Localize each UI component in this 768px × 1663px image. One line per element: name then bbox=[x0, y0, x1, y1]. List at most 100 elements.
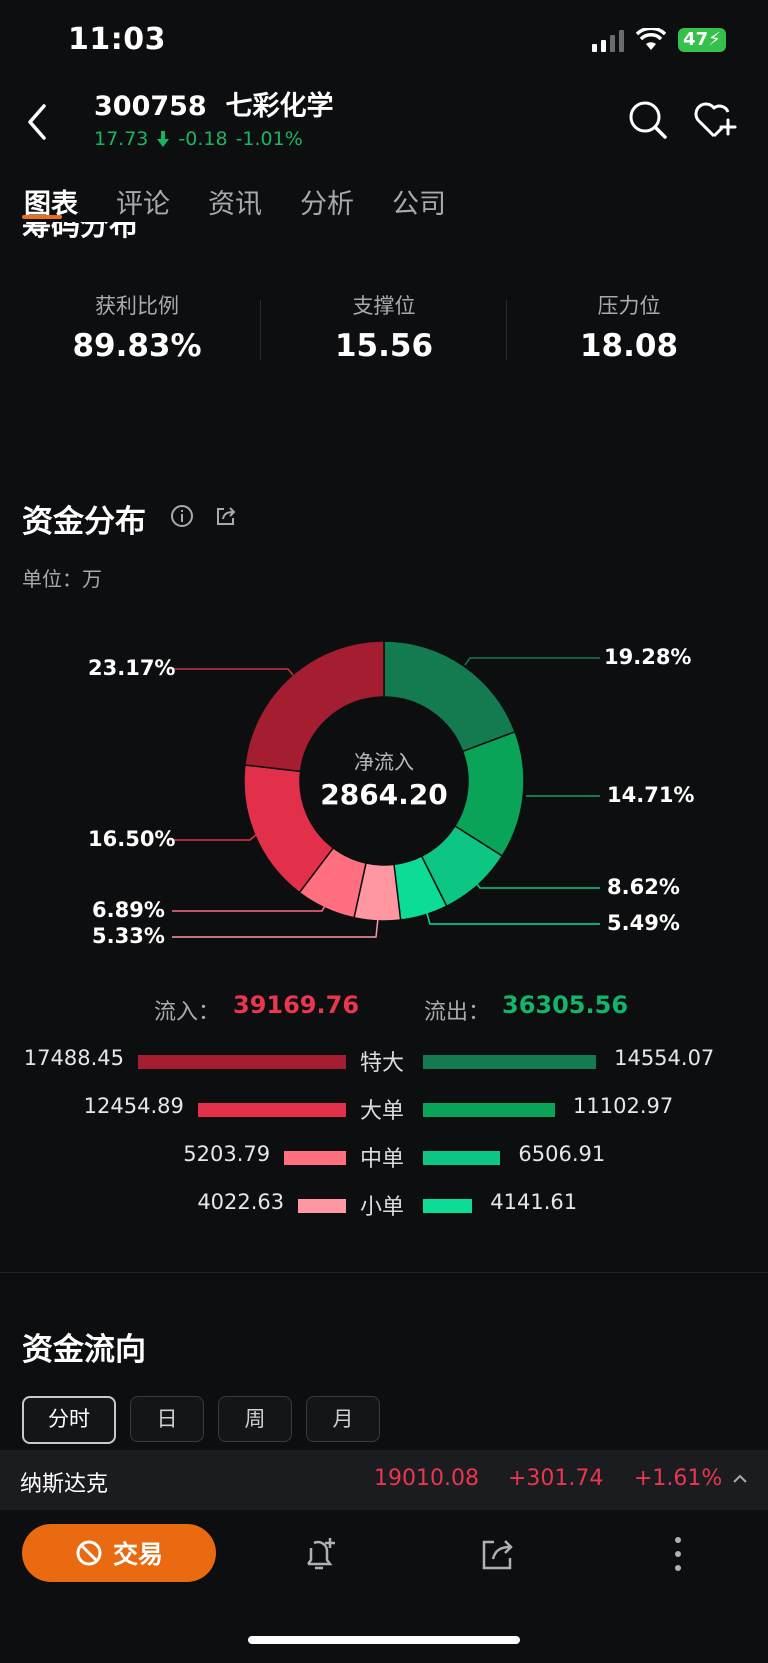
order-size-label: 大单 bbox=[360, 1099, 405, 1124]
trade-button-label: 交易 bbox=[112, 1540, 163, 1569]
period-selector: 分时 日 周 月 bbox=[22, 1396, 380, 1444]
outflow-bar bbox=[423, 1055, 597, 1069]
pct-label-in-small: 5.33% bbox=[92, 924, 165, 948]
share-icon[interactable] bbox=[214, 504, 238, 528]
pct-label-out-large: 14.71% bbox=[607, 783, 695, 807]
inflow-value: 5203.79 bbox=[183, 1142, 271, 1166]
fund-flow-title: 资金流向 bbox=[22, 1332, 146, 1368]
stock-change-pct: -1.01% bbox=[235, 128, 303, 150]
tab-company[interactable]: 公司 bbox=[392, 189, 446, 220]
share-icon[interactable] bbox=[478, 1534, 518, 1574]
chevron-up-icon[interactable] bbox=[730, 1470, 750, 1486]
search-icon[interactable] bbox=[628, 100, 668, 140]
inflow-label: 流入： bbox=[154, 1000, 221, 1025]
outflow-bar bbox=[423, 1151, 501, 1165]
index-ticker-bar[interactable] bbox=[0, 1450, 768, 1510]
tab-bar: 图表 评论 资讯 分析 公司 bbox=[24, 182, 446, 221]
stat-profit-ratio: 获利比例 89.83% bbox=[27, 290, 247, 364]
chip-distribution-title: 筹码分布 bbox=[22, 222, 139, 242]
tab-chart[interactable]: 图表 bbox=[24, 189, 78, 220]
leader-line bbox=[170, 833, 258, 841]
net-inflow-label: 净流入 bbox=[354, 750, 414, 774]
inflow-value: 12454.89 bbox=[83, 1094, 184, 1118]
outflow-bar bbox=[423, 1103, 556, 1117]
leader-line bbox=[172, 917, 379, 938]
inflow-bar bbox=[284, 1151, 346, 1165]
index-value: 19010.08 bbox=[374, 1466, 479, 1491]
net-inflow-value: 2864.20 bbox=[320, 778, 448, 811]
stat-resistance: 压力位 18.08 bbox=[519, 290, 739, 364]
order-size-label: 小单 bbox=[360, 1195, 405, 1220]
divider bbox=[506, 300, 507, 360]
add-alert-bell-icon[interactable] bbox=[300, 1534, 340, 1574]
down-arrow-icon bbox=[157, 131, 170, 147]
donut-slice-特大流入 bbox=[244, 640, 385, 773]
pct-label-out-super: 19.28% bbox=[604, 645, 692, 669]
more-options-icon[interactable] bbox=[670, 1534, 686, 1574]
battery-icon: 47⚡ bbox=[678, 28, 726, 52]
stock-change: -0.18 bbox=[178, 128, 228, 150]
pct-label-out-small: 5.49% bbox=[607, 911, 680, 935]
index-change-pct: +1.61% bbox=[634, 1466, 723, 1491]
divider bbox=[260, 300, 261, 360]
cellular-signal-icon bbox=[592, 30, 624, 52]
stat-label: 支撑位 bbox=[352, 294, 416, 318]
stat-value: 18.08 bbox=[579, 328, 679, 364]
outflow-value: 11102.97 bbox=[573, 1094, 674, 1118]
battery-level: 47 bbox=[683, 29, 709, 50]
stat-label: 压力位 bbox=[597, 294, 661, 318]
leader-line bbox=[172, 903, 327, 912]
leader-line bbox=[170, 668, 294, 676]
leader-line bbox=[425, 909, 600, 925]
order-size-label: 中单 bbox=[360, 1147, 405, 1172]
status-time: 11:03 bbox=[68, 22, 166, 57]
stat-value: 89.83% bbox=[72, 328, 202, 364]
period-intraday[interactable]: 分时 bbox=[22, 1396, 116, 1444]
period-day[interactable]: 日 bbox=[130, 1396, 204, 1442]
home-indicator bbox=[248, 1636, 520, 1644]
inflow-total: 39169.76 bbox=[233, 991, 360, 1019]
stock-title: 300758 七彩化学 bbox=[94, 91, 334, 122]
outflow-bar bbox=[423, 1199, 473, 1213]
add-favorite-heart-icon[interactable] bbox=[692, 100, 738, 140]
back-arrow-icon[interactable] bbox=[20, 100, 56, 144]
trade-button[interactable]: 交易 bbox=[22, 1524, 216, 1582]
wifi-icon bbox=[636, 28, 666, 50]
outflow-value: 14554.07 bbox=[614, 1046, 715, 1070]
period-week[interactable]: 周 bbox=[218, 1396, 292, 1442]
tab-news[interactable]: 资讯 bbox=[208, 189, 262, 220]
prohibited-icon bbox=[76, 1540, 102, 1566]
stock-price: 17.73 bbox=[94, 128, 149, 150]
outflow-value: 4141.61 bbox=[490, 1190, 578, 1214]
leader-line bbox=[473, 879, 600, 889]
leader-line bbox=[464, 657, 600, 666]
fund-distribution-title: 资金分布 bbox=[22, 504, 146, 540]
outflow-value: 6506.91 bbox=[518, 1142, 606, 1166]
outflow-label: 流出： bbox=[424, 1000, 491, 1025]
stat-support: 支撑位 15.56 bbox=[274, 290, 494, 364]
inflow-value: 17488.45 bbox=[23, 1046, 124, 1070]
fund-distribution-donut-chart bbox=[170, 640, 600, 938]
index-name: 纳斯达克 bbox=[20, 1472, 109, 1497]
tab-analysis[interactable]: 分析 bbox=[300, 189, 354, 220]
outflow-total: 36305.56 bbox=[502, 991, 629, 1019]
info-icon[interactable] bbox=[170, 504, 194, 528]
section-divider bbox=[0, 1272, 768, 1273]
stat-label: 获利比例 bbox=[95, 294, 179, 318]
period-month[interactable]: 月 bbox=[306, 1396, 380, 1442]
stock-quote: 17.73 -0.18 -1.01% bbox=[94, 128, 303, 150]
pct-label-in-super: 23.17% bbox=[88, 656, 176, 680]
inflow-bar bbox=[138, 1055, 346, 1069]
active-tab-indicator bbox=[22, 215, 62, 219]
tab-comments[interactable]: 评论 bbox=[116, 189, 170, 220]
order-size-label: 特大 bbox=[360, 1051, 405, 1076]
inflow-bar bbox=[197, 1103, 346, 1117]
pct-label-in-large: 16.50% bbox=[88, 827, 176, 851]
stat-value: 15.56 bbox=[334, 328, 434, 364]
pct-label-out-medium: 8.62% bbox=[607, 875, 680, 899]
inflow-bar bbox=[298, 1199, 346, 1213]
inflow-value: 4022.63 bbox=[197, 1190, 285, 1214]
pct-label-in-medium: 6.89% bbox=[92, 898, 165, 922]
index-change: +301.74 bbox=[508, 1466, 604, 1491]
unit-label: 单位：万 bbox=[22, 567, 102, 591]
